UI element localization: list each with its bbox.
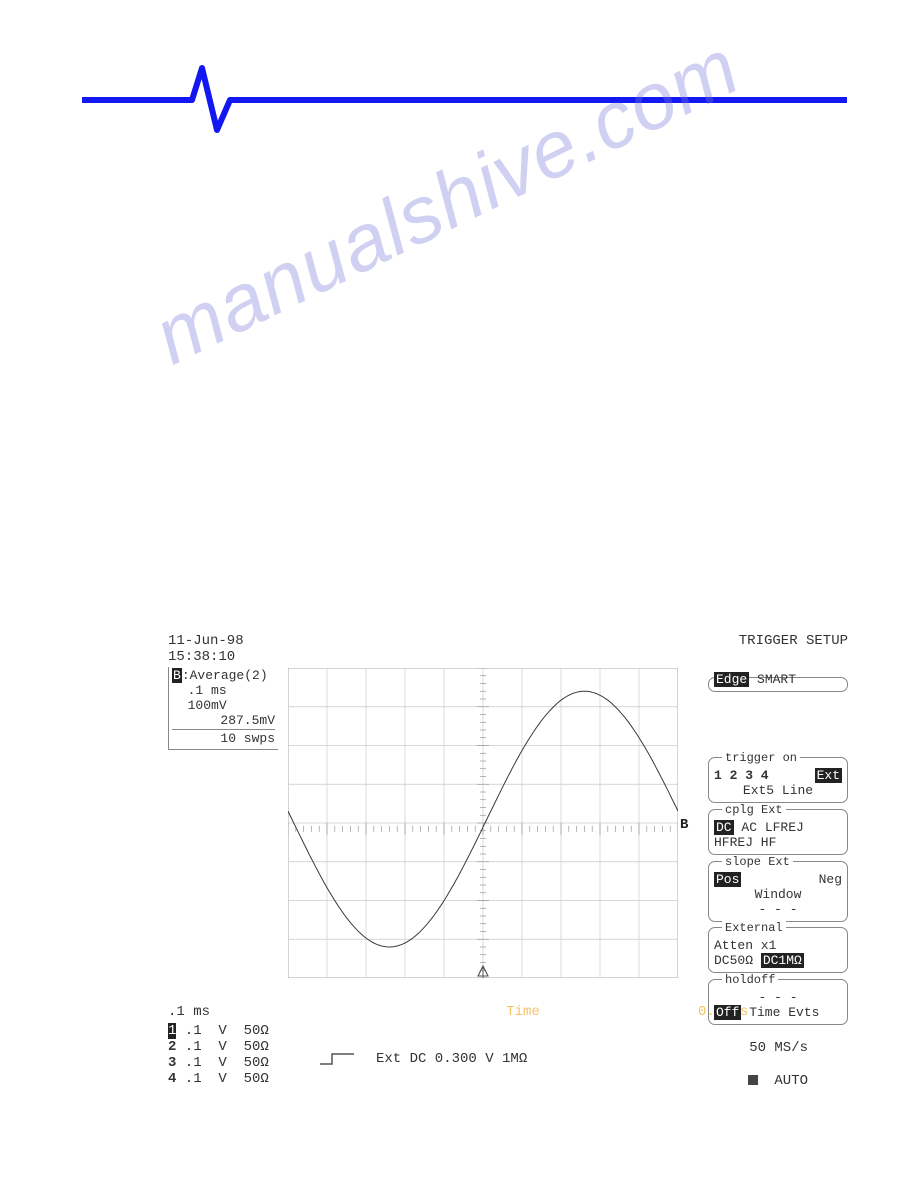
- slope-pos-selected[interactable]: Pos: [714, 872, 741, 887]
- cplg-line1[interactable]: DC AC LFREJ: [714, 820, 842, 835]
- slope-dashes: - - -: [714, 902, 842, 917]
- info-value: 287.5mV: [172, 713, 275, 728]
- panel-title-slope: slope Ext: [722, 855, 793, 870]
- trigger-ext5-line[interactable]: Ext5 Line: [714, 783, 842, 798]
- trace-info-box: B:Average(2) .1 ms 100mV 287.5mV 10 swps: [168, 667, 278, 750]
- auto-label: AUTO: [748, 1073, 808, 1089]
- trigger-ext-line: Ext DC 0.300 V 1MΩ: [318, 1051, 527, 1067]
- panel-cplg[interactable]: cplg Ext DC AC LFREJ HFREJ HF: [708, 809, 848, 855]
- slope-window[interactable]: Window: [714, 887, 842, 902]
- panel-trigger-on[interactable]: trigger on 1 2 3 4Ext Ext5 Line: [708, 757, 848, 803]
- trigger-channels[interactable]: 1 2 3 4: [714, 768, 769, 783]
- scope-header-left: 11-Jun-98 15:38:10: [168, 633, 244, 665]
- scope-date: 11-Jun-98: [168, 633, 244, 649]
- mode-edge-selected[interactable]: Edge: [714, 672, 749, 687]
- panel-title-holdoff: holdoff: [722, 973, 778, 988]
- info-sweeps: 10 swps: [172, 729, 275, 746]
- waveform-grid: [288, 668, 678, 978]
- info-mode: B:Average(2): [172, 668, 275, 683]
- holdoff-dashes: - - -: [714, 990, 842, 1005]
- panel-mode[interactable]: Edge SMART: [708, 677, 848, 692]
- panel-external[interactable]: External Atten x1 DC50Ω DC1MΩ: [708, 927, 848, 973]
- time-center-label: Time: [348, 1003, 698, 1021]
- trigger-ext-selected[interactable]: Ext: [815, 768, 842, 783]
- channel-row: 3 .1 V 50Ω: [168, 1055, 269, 1071]
- scope-time: 15:38:10: [168, 649, 244, 665]
- external-impedance[interactable]: DC50Ω DC1MΩ: [714, 953, 842, 968]
- channel-row: 4 .1 V 50Ω: [168, 1071, 269, 1087]
- panel-holdoff[interactable]: holdoff - - - Off Time Evts: [708, 979, 848, 1025]
- panel-slope[interactable]: slope Ext PosNeg Window - - -: [708, 861, 848, 922]
- waveform-svg: [288, 668, 678, 978]
- panel-title-trigger: trigger on: [722, 751, 800, 766]
- info-amp: 100mV: [172, 698, 275, 713]
- channel-table: 1 .1 V 50Ω2 .1 V 50Ω3 .1 V 50Ω4 .1 V 50Ω: [168, 1023, 269, 1087]
- slope-neg[interactable]: Neg: [819, 872, 842, 887]
- cplg-line2[interactable]: HFREJ HF: [714, 835, 842, 850]
- external-atten[interactable]: Atten x1: [714, 938, 842, 953]
- holdoff-line2[interactable]: Off Time Evts: [714, 1005, 842, 1020]
- channel-row: 1 .1 V 50Ω: [168, 1023, 269, 1039]
- panel-title-cplg: cplg Ext: [722, 803, 786, 818]
- panel-title-external: External: [722, 921, 786, 936]
- mode-smart[interactable]: SMART: [757, 672, 796, 687]
- channel-row: 2 .1 V 50Ω: [168, 1039, 269, 1055]
- edge-icon: [318, 1051, 358, 1067]
- ext-line-text: Ext DC 0.300 V 1MΩ: [376, 1051, 527, 1067]
- info-timebase: .1 ms: [172, 683, 275, 698]
- scope-header-title: TRIGGER SETUP: [739, 633, 848, 649]
- sample-rate: 50 MS/s: [749, 1040, 808, 1056]
- stop-icon: [748, 1075, 758, 1085]
- b-marker: B: [680, 817, 688, 833]
- time-left: .1 ms: [168, 1003, 348, 1021]
